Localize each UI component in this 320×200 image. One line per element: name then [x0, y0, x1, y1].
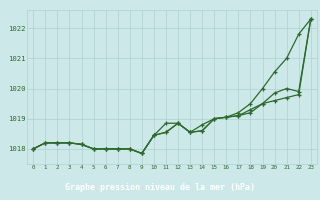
Text: Graphe pression niveau de la mer (hPa): Graphe pression niveau de la mer (hPa)	[65, 183, 255, 192]
